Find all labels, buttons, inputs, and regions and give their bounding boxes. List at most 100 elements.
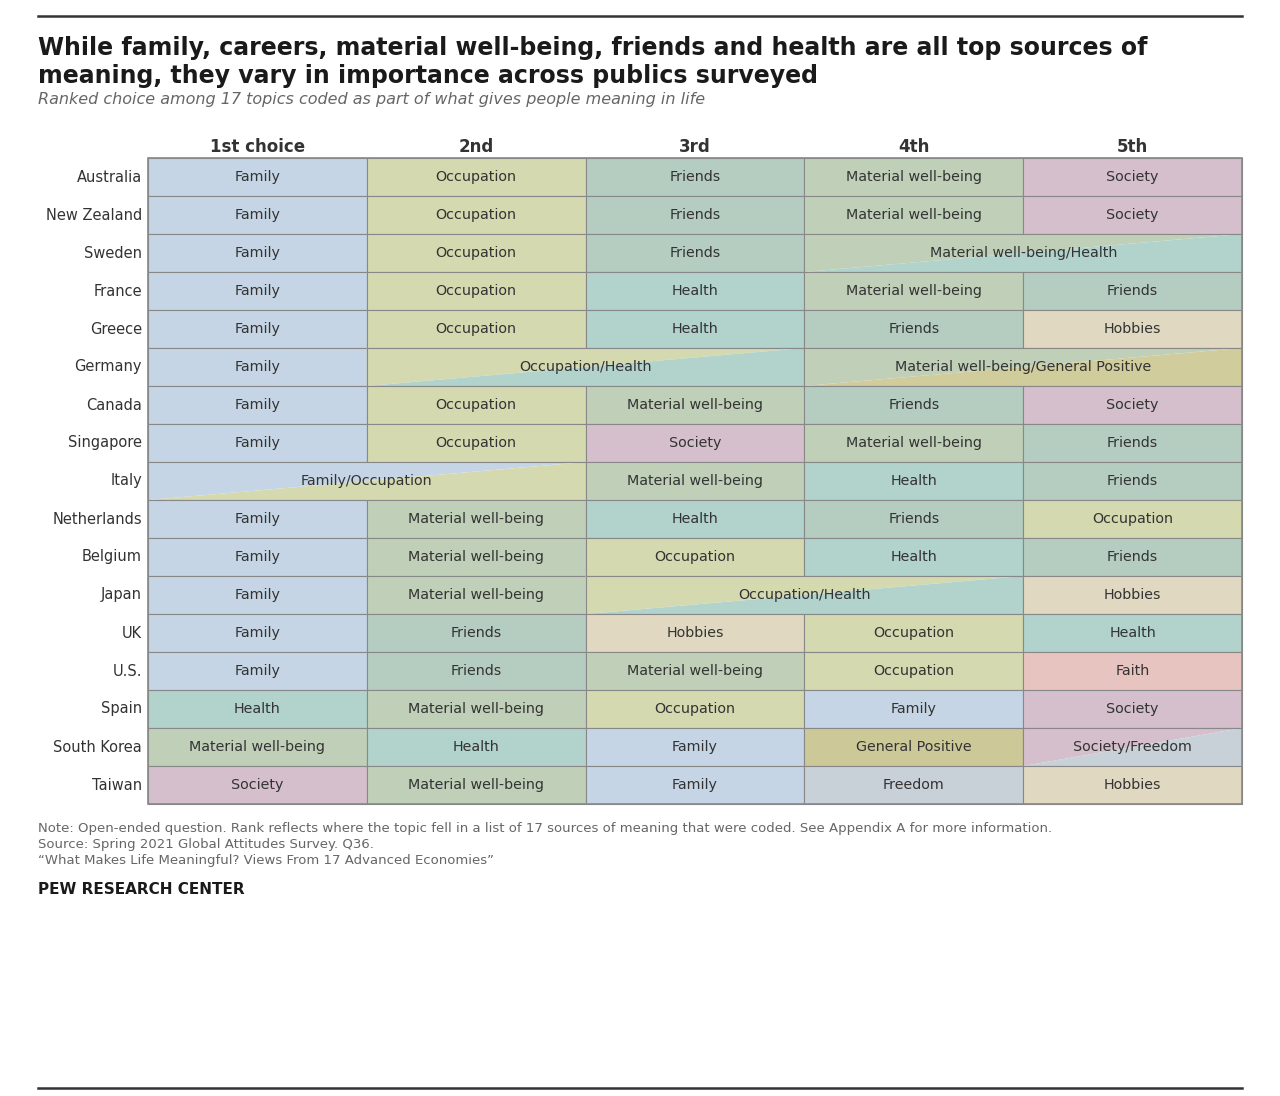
Text: Freedom: Freedom xyxy=(883,778,945,792)
Bar xyxy=(586,766,804,804)
Text: Family: Family xyxy=(234,550,280,564)
Text: meaning, they vary in importance across publics surveyed: meaning, they vary in importance across … xyxy=(38,64,818,88)
Text: Health: Health xyxy=(891,550,937,564)
Bar xyxy=(586,614,804,652)
Polygon shape xyxy=(1023,728,1242,766)
Bar xyxy=(804,500,1023,538)
Text: Occupation: Occupation xyxy=(435,284,517,298)
Bar xyxy=(1023,272,1242,310)
Text: Hobbies: Hobbies xyxy=(1103,778,1161,792)
Text: Friends: Friends xyxy=(888,322,940,336)
Text: Friends: Friends xyxy=(451,664,502,678)
Text: Family: Family xyxy=(234,246,280,260)
Polygon shape xyxy=(367,349,804,386)
Text: Friends: Friends xyxy=(888,512,940,526)
Text: Family: Family xyxy=(672,778,718,792)
Bar xyxy=(586,538,804,576)
Polygon shape xyxy=(804,235,1242,272)
Bar xyxy=(367,386,586,424)
Bar xyxy=(1023,158,1242,196)
Text: Family: Family xyxy=(234,436,280,450)
Text: Society/Freedom: Society/Freedom xyxy=(1073,740,1192,754)
Text: Faith: Faith xyxy=(1115,664,1149,678)
Text: Material well-being: Material well-being xyxy=(408,512,544,526)
Text: Health: Health xyxy=(672,322,718,336)
Text: Family: Family xyxy=(234,512,280,526)
Bar xyxy=(804,158,1023,196)
Text: U.S.: U.S. xyxy=(113,663,142,678)
Text: Friends: Friends xyxy=(1107,473,1158,488)
Text: Material well-being: Material well-being xyxy=(846,284,982,298)
Bar xyxy=(367,576,586,614)
Text: Family: Family xyxy=(234,322,280,336)
Text: Health: Health xyxy=(234,703,280,716)
Text: Occupation: Occupation xyxy=(873,626,955,640)
Text: Friends: Friends xyxy=(669,246,721,260)
Text: Netherlands: Netherlands xyxy=(52,512,142,526)
Bar xyxy=(1023,538,1242,576)
Text: Friends: Friends xyxy=(888,398,940,412)
Bar xyxy=(586,652,804,690)
Text: Occupation: Occupation xyxy=(1092,512,1172,526)
Bar xyxy=(148,576,367,614)
Bar xyxy=(367,310,586,349)
Text: Sweden: Sweden xyxy=(84,246,142,261)
Text: Family: Family xyxy=(234,170,280,184)
Text: New Zealand: New Zealand xyxy=(46,207,142,222)
Bar xyxy=(367,500,586,538)
Bar xyxy=(1023,463,1242,500)
Bar xyxy=(1023,614,1242,652)
Polygon shape xyxy=(148,463,586,500)
Bar xyxy=(804,272,1023,310)
Text: Japan: Japan xyxy=(101,587,142,603)
Polygon shape xyxy=(586,576,1023,614)
Text: Friends: Friends xyxy=(1107,284,1158,298)
Bar xyxy=(148,272,367,310)
Text: Material well-being: Material well-being xyxy=(627,398,763,412)
Text: Occupation: Occupation xyxy=(435,170,517,184)
Polygon shape xyxy=(804,349,1242,386)
Text: Family: Family xyxy=(234,626,280,640)
Text: Family/Occupation: Family/Occupation xyxy=(301,473,433,488)
Text: Health: Health xyxy=(672,512,718,526)
Text: Italy: Italy xyxy=(110,473,142,489)
Bar xyxy=(148,196,367,235)
Bar xyxy=(1023,576,1242,614)
Bar xyxy=(148,652,367,690)
Text: South Korea: South Korea xyxy=(54,740,142,754)
Bar xyxy=(367,349,804,386)
Bar xyxy=(804,386,1023,424)
Bar xyxy=(148,349,367,386)
Bar xyxy=(1023,690,1242,728)
Bar xyxy=(804,766,1023,804)
Bar xyxy=(367,272,586,310)
Text: Occupation: Occupation xyxy=(654,550,736,564)
Polygon shape xyxy=(148,463,586,500)
Text: Material well-being/General Positive: Material well-being/General Positive xyxy=(895,359,1151,374)
Text: Occupation/Health: Occupation/Health xyxy=(739,587,870,602)
Text: Material well-being: Material well-being xyxy=(627,664,763,678)
Bar xyxy=(148,158,367,196)
Text: 2nd: 2nd xyxy=(458,138,494,156)
Text: Belgium: Belgium xyxy=(82,549,142,564)
Bar xyxy=(804,728,1023,766)
Text: Singapore: Singapore xyxy=(68,435,142,450)
Bar xyxy=(586,196,804,235)
Text: Germany: Germany xyxy=(74,359,142,375)
Text: Occupation: Occupation xyxy=(435,208,517,222)
Text: Society: Society xyxy=(1106,398,1158,412)
Bar xyxy=(148,500,367,538)
Text: Occupation: Occupation xyxy=(435,322,517,336)
Bar xyxy=(1023,728,1242,766)
Bar xyxy=(148,386,367,424)
Polygon shape xyxy=(804,349,1242,386)
Text: 3rd: 3rd xyxy=(680,138,710,156)
Bar xyxy=(367,766,586,804)
Text: Family: Family xyxy=(234,398,280,412)
Text: Family: Family xyxy=(234,587,280,602)
Text: “What Makes Life Meaningful? Views From 17 Advanced Economies”: “What Makes Life Meaningful? Views From … xyxy=(38,854,494,867)
Bar xyxy=(586,690,804,728)
Text: Spain: Spain xyxy=(101,701,142,717)
Text: Ranked choice among 17 topics coded as part of what gives people meaning in life: Ranked choice among 17 topics coded as p… xyxy=(38,92,705,107)
Text: Hobbies: Hobbies xyxy=(667,626,723,640)
